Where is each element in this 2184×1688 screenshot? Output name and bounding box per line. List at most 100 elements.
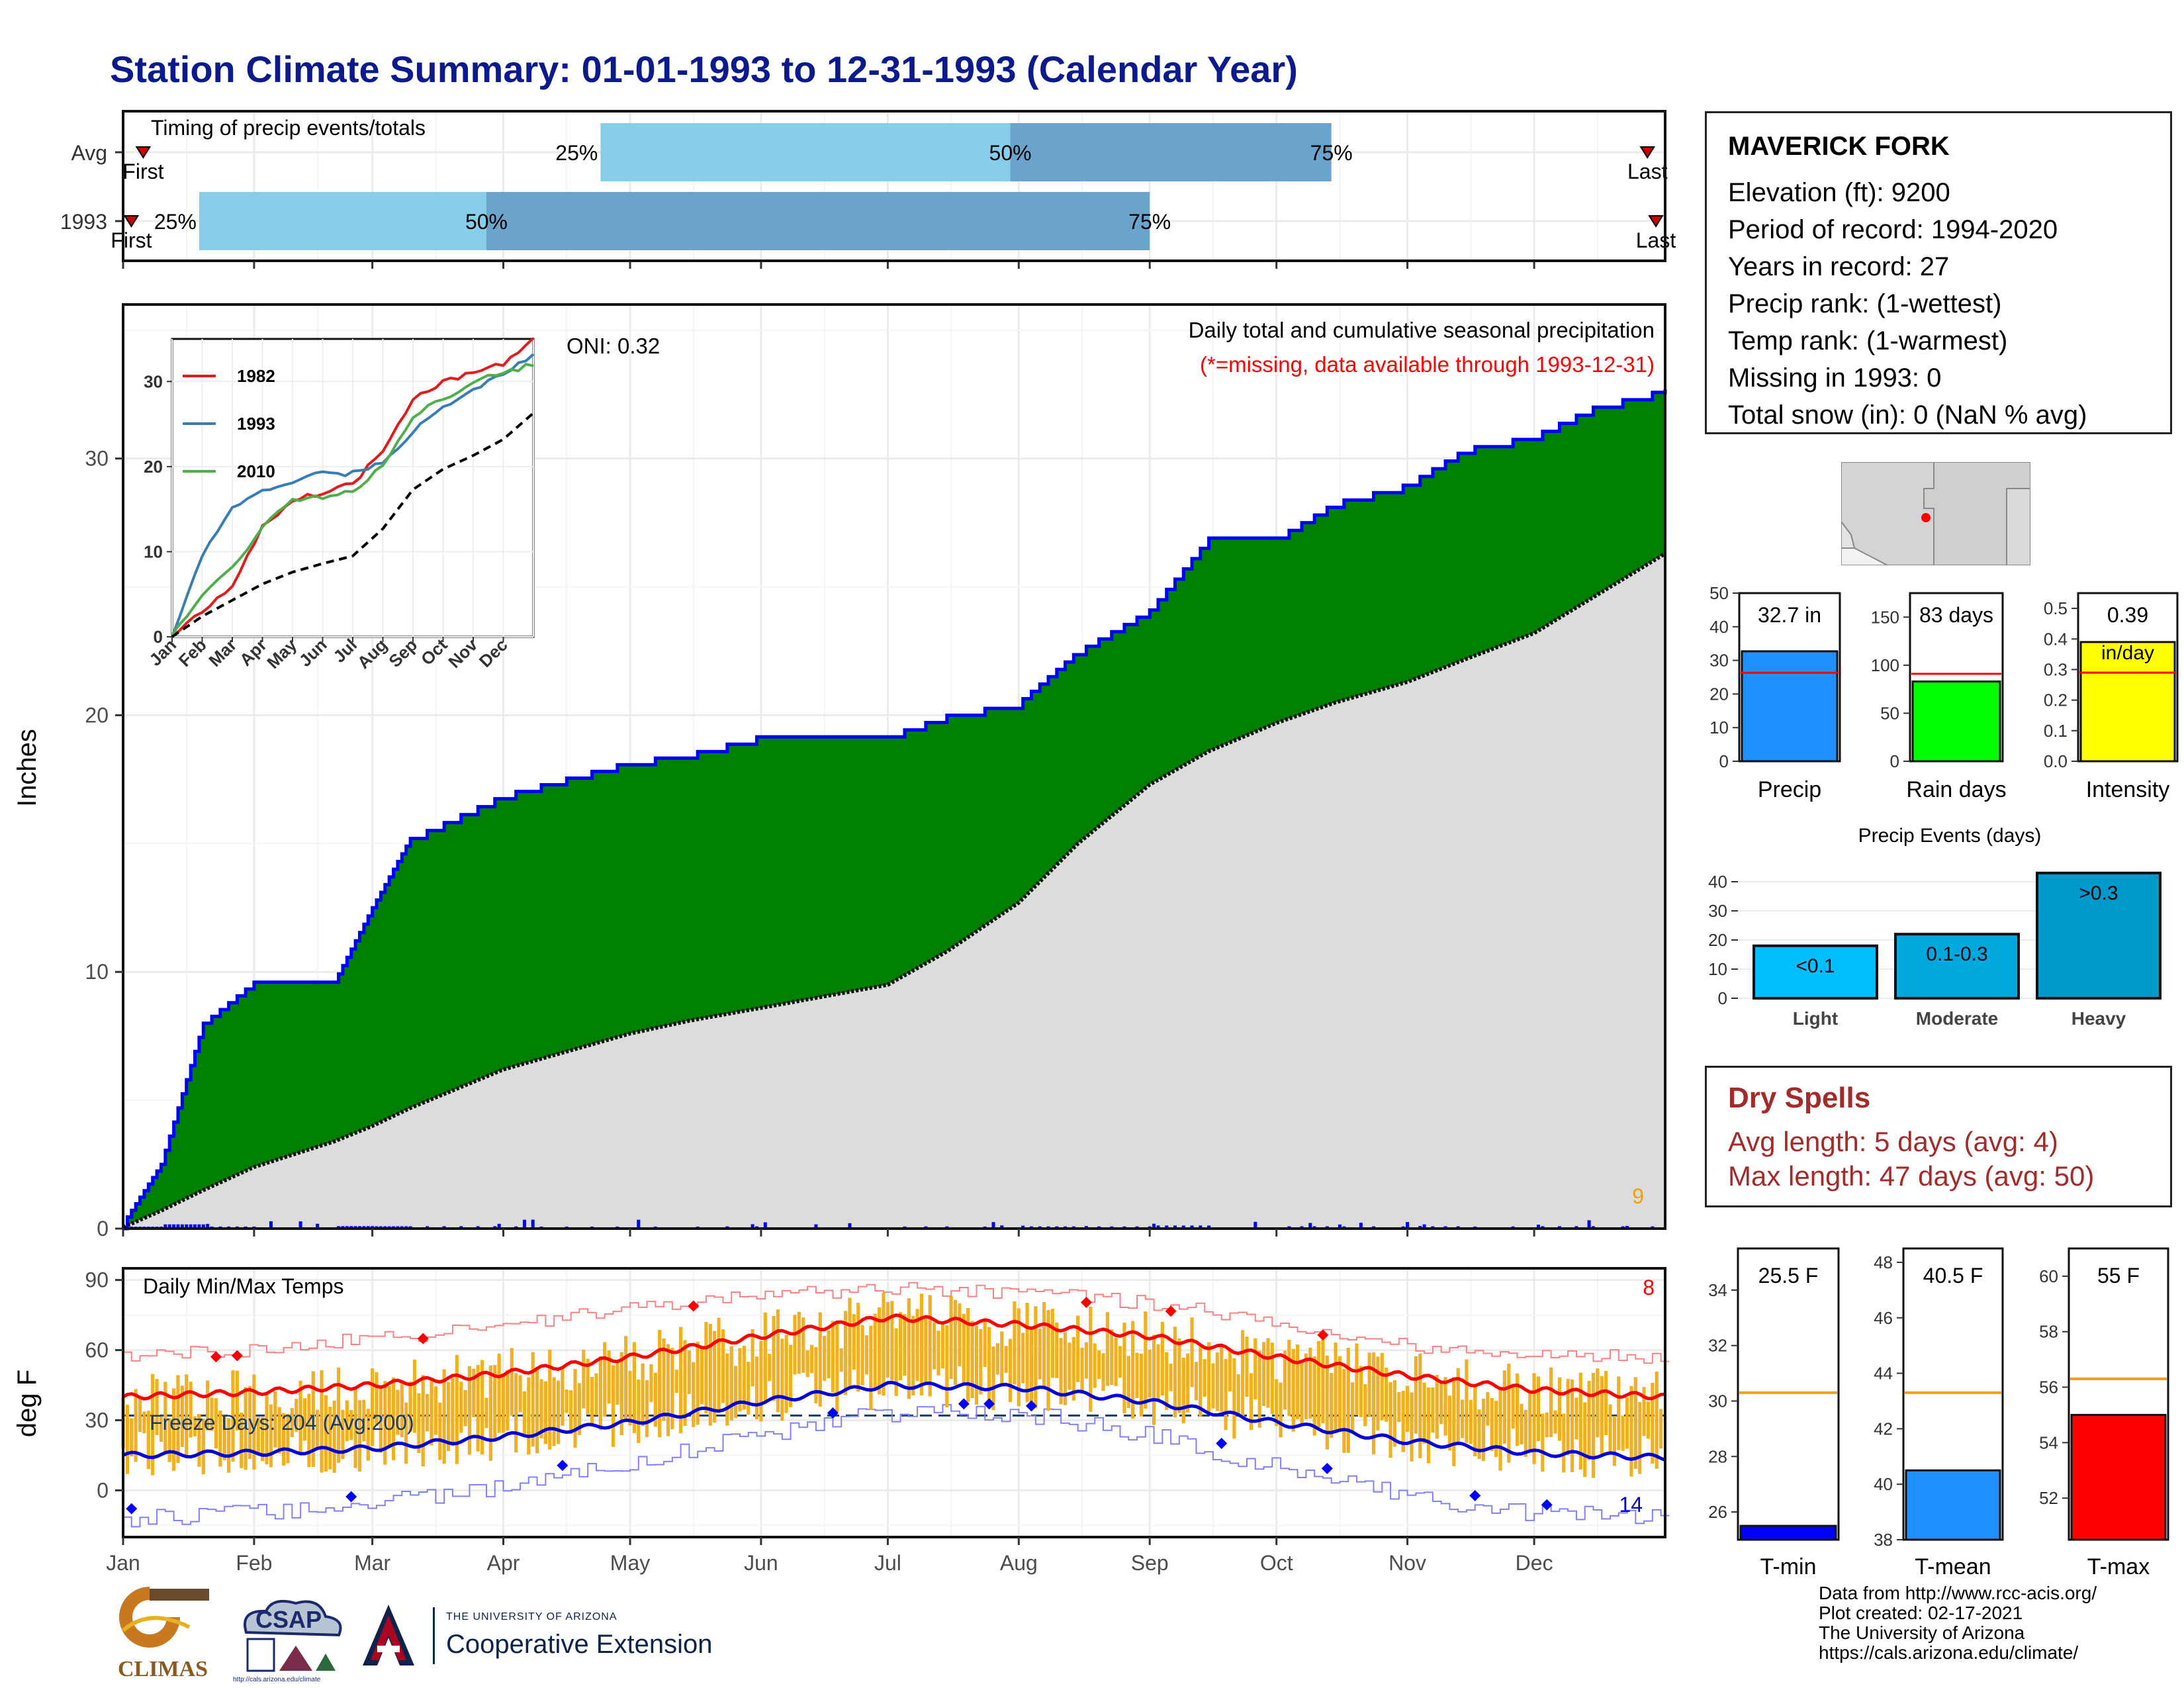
daily-temp-bar	[1097, 1350, 1101, 1380]
daily-temp-bar	[1591, 1373, 1596, 1478]
daily-temp-bar	[772, 1316, 776, 1401]
daily-temp-bar	[341, 1409, 345, 1460]
daily-temp-bar	[1414, 1356, 1418, 1434]
tmin-tick: 32	[1708, 1336, 1727, 1356]
daily-temp-bar	[146, 1411, 150, 1470]
station-name: MAVERICK FORK	[1728, 132, 1950, 161]
daily-temp-bar	[1296, 1344, 1300, 1419]
daily-temp-bar	[751, 1329, 754, 1387]
daily-temp-bar	[189, 1382, 193, 1438]
daily-temp-bar	[793, 1315, 797, 1375]
daily-temp-bar	[1566, 1379, 1570, 1456]
daily-temp-bar	[632, 1342, 637, 1433]
daily-temp-bar	[852, 1314, 856, 1370]
record-high-marker	[417, 1333, 429, 1344]
daily-temp-bar	[907, 1298, 911, 1399]
daily-temp-bar	[125, 1404, 129, 1474]
rain_days-bar	[1911, 680, 2001, 763]
daily-temp-bar	[197, 1414, 201, 1467]
events-category: Light	[1793, 1008, 1838, 1029]
daily-temp-bar	[1206, 1342, 1211, 1413]
timing-first-label-0: First	[122, 160, 163, 183]
csap-logo-text: CSAP	[255, 1606, 322, 1633]
daily-temp-bar	[1392, 1380, 1397, 1447]
record-high-marker	[688, 1300, 700, 1312]
inset-y-tick: 20	[144, 457, 163, 477]
precip-tick: 10	[1709, 718, 1729, 737]
daily-precip-bar	[1199, 1225, 1203, 1229]
temps-count-hot: 8	[1643, 1276, 1655, 1299]
timing-p50-0: 50%	[989, 141, 1032, 165]
events-tick: 10	[1708, 959, 1727, 979]
month-tick-nov: Nov	[1388, 1551, 1426, 1575]
record-low-marker	[1025, 1400, 1037, 1412]
temps-y-label: deg F	[13, 1370, 42, 1437]
daily-temp-bar	[295, 1399, 298, 1432]
precip-tick: 0	[1719, 751, 1729, 771]
daily-temp-bar	[167, 1418, 171, 1462]
daily-temp-bar	[928, 1295, 932, 1397]
dry-spells-title: Dry Spells	[1728, 1082, 1871, 1114]
daily-temp-bar	[776, 1309, 780, 1413]
daily-temp-bar	[1363, 1384, 1367, 1427]
daily-precip-bar	[269, 1221, 273, 1229]
daily-temp-bar	[1241, 1330, 1245, 1419]
daily-temp-bar	[345, 1400, 349, 1442]
daily-temp-bar	[1110, 1329, 1114, 1385]
daily-temp-bar	[1029, 1327, 1034, 1409]
daily-temp-bar	[1490, 1398, 1494, 1452]
intensity-value: 0.39	[2107, 603, 2148, 627]
daily-temp-bar	[1469, 1399, 1473, 1444]
daily-temp-bar	[1122, 1322, 1126, 1414]
daily-precip-bar	[180, 1224, 184, 1229]
rain_days-tick: 150	[1871, 607, 1899, 627]
station-total-snow: Total snow (in): 0 (NaN % avg)	[1728, 400, 2087, 430]
timing-bar-lower-1	[199, 192, 486, 250]
tmean-bar	[1905, 1469, 2001, 1541]
daily-temp-bar	[582, 1350, 586, 1409]
inset-legend-1982: 1982	[237, 366, 275, 386]
timing-first-label-1: First	[111, 228, 152, 252]
daily-temp-bar	[1376, 1356, 1380, 1430]
daily-temp-bar	[1600, 1376, 1604, 1454]
intensity-tick: 0.3	[2044, 659, 2068, 679]
daily-temp-bar	[1126, 1356, 1130, 1409]
daily-temp-bar	[1105, 1312, 1109, 1386]
daily-temp-bar	[696, 1341, 700, 1425]
daily-temp-bar	[1232, 1358, 1236, 1439]
daily-temp-bar	[1401, 1390, 1405, 1452]
daily-temp-bar	[1507, 1363, 1511, 1463]
daily-temp-bar	[1316, 1340, 1321, 1427]
daily-temp-bar	[451, 1378, 455, 1446]
daily-temp-bar	[180, 1385, 184, 1447]
daily-temp-bar	[349, 1409, 353, 1440]
daily-temp-bar	[679, 1327, 683, 1434]
daily-temp-bar	[412, 1359, 417, 1433]
station-years: Years in record: 27	[1728, 252, 1950, 281]
daily-temp-bar	[805, 1350, 809, 1378]
month-tick-sep: Sep	[1131, 1551, 1169, 1575]
daily-temp-bar	[1633, 1377, 1637, 1469]
daily-temp-bar	[1042, 1302, 1046, 1389]
daily-temp-bar	[1275, 1379, 1279, 1427]
record-high-marker	[1165, 1305, 1177, 1317]
daily-temp-bar	[252, 1374, 256, 1470]
daily-temp-bar	[683, 1340, 687, 1426]
record-min-line	[123, 1404, 1670, 1528]
daily-temp-bar	[155, 1379, 159, 1435]
daily-temp-bar	[1093, 1343, 1097, 1388]
daily-temp-bar	[1228, 1349, 1232, 1392]
daily-temp-bar	[658, 1329, 662, 1438]
daily-temp-bar	[240, 1412, 244, 1468]
timing-last-marker-1	[1648, 215, 1664, 228]
daily-temp-bar	[1651, 1383, 1655, 1464]
daily-temp-bar	[747, 1362, 751, 1415]
daily-temp-bar	[768, 1353, 772, 1382]
daily-temp-bar	[1426, 1387, 1431, 1464]
daily-precip-bar	[185, 1224, 189, 1229]
daily-temp-bar	[637, 1380, 641, 1444]
daily-temp-bar	[1388, 1382, 1392, 1458]
daily-temp-bar	[501, 1373, 506, 1433]
daily-temp-bar	[1486, 1392, 1490, 1426]
daily-temp-bar	[713, 1331, 717, 1423]
